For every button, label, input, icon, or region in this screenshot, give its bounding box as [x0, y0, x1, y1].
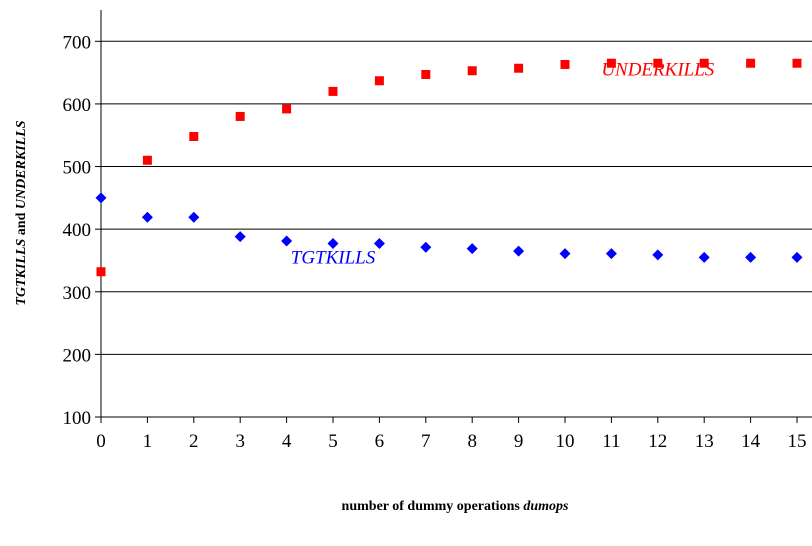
x-tick-label: 6: [375, 431, 385, 452]
marker-diamond: [95, 192, 107, 204]
y-axis-title-b: UNDERKILLS: [14, 120, 29, 209]
marker-square: [746, 58, 756, 68]
y-tick-label: 300: [63, 283, 92, 304]
x-tick-label: 9: [514, 431, 524, 452]
x-tick-label: 11: [602, 431, 620, 452]
x-tick-label: 14: [741, 431, 761, 452]
y-tick-label: 200: [63, 345, 92, 366]
x-tick-label: 13: [695, 431, 714, 452]
y-tick-label: 600: [63, 95, 92, 116]
marker-square: [606, 58, 616, 68]
marker-square: [653, 58, 663, 68]
marker-diamond: [513, 245, 525, 257]
marker-diamond: [188, 211, 200, 223]
x-axis-title-var: dumops: [523, 499, 569, 514]
marker-square: [235, 111, 245, 121]
marker-diamond: [698, 251, 710, 263]
x-tick-label: 8: [467, 431, 477, 452]
marker-diamond: [327, 238, 339, 250]
marker-diamond: [234, 231, 246, 243]
marker-square: [560, 59, 570, 69]
y-tick-label: 500: [63, 158, 92, 179]
y-tick-label: 400: [63, 220, 92, 241]
marker-square: [142, 155, 152, 165]
y-tick-label: 700: [63, 32, 92, 53]
marker-square: [374, 76, 384, 86]
marker-diamond: [745, 251, 757, 263]
x-tick-label: 5: [328, 431, 338, 452]
marker-diamond: [420, 241, 432, 253]
marker-diamond: [466, 243, 478, 255]
x-tick-label: 0: [96, 431, 106, 452]
marker-diamond: [652, 249, 664, 261]
marker-diamond: [791, 251, 803, 263]
x-tick-label: 10: [556, 431, 575, 452]
marker-square: [282, 104, 292, 114]
marker-diamond: [141, 211, 153, 223]
x-tick-label: 4: [282, 431, 292, 452]
y-tick-label: 100: [63, 408, 92, 429]
marker-square: [189, 131, 199, 141]
y-axis-title-a: TGTKILLS: [14, 238, 29, 305]
x-axis-title: number of dummy operations dumops: [342, 499, 569, 514]
y-axis-title-and: and: [14, 212, 29, 235]
marker-diamond: [281, 235, 293, 247]
annotation: TGTKILLS: [291, 248, 376, 269]
marker-diamond: [373, 238, 385, 250]
x-tick-label: 1: [143, 431, 153, 452]
x-axis-title-main: number of dummy operations: [342, 499, 521, 514]
x-tick-label: 3: [235, 431, 245, 452]
marker-square: [467, 66, 477, 76]
marker-diamond: [605, 248, 617, 260]
x-tick-label: 2: [189, 431, 199, 452]
y-axis-title: TGTKILLS and UNDERKILLS: [14, 120, 29, 305]
x-tick-label: 15: [788, 431, 807, 452]
marker-square: [96, 267, 106, 277]
marker-square: [699, 58, 709, 68]
marker-square: [792, 58, 802, 68]
marker-square: [421, 69, 431, 79]
marker-square: [328, 86, 338, 96]
x-tick-label: 7: [421, 431, 431, 452]
annotation: UNDERKILLS: [601, 60, 714, 81]
marker-diamond: [559, 248, 571, 260]
marker-square: [514, 63, 524, 73]
x-tick-label: 12: [648, 431, 667, 452]
